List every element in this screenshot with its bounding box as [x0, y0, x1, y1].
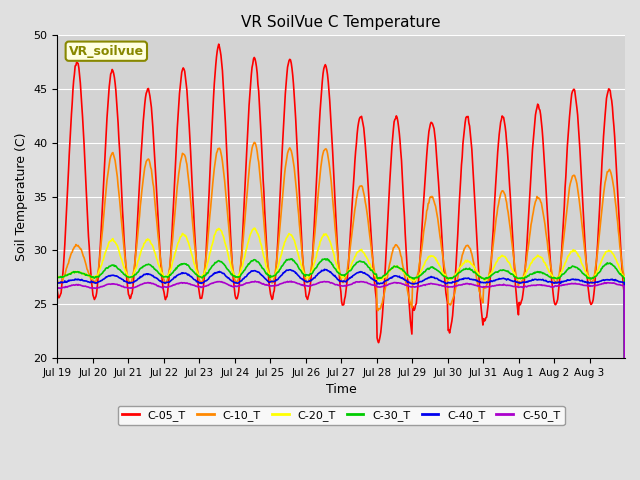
C-40_T: [433, 276, 440, 281]
C-10_T: [401, 271, 408, 277]
C-05_T: [275, 222, 282, 228]
Line: C-20_T: C-20_T: [58, 228, 625, 480]
C-05_T: [433, 150, 440, 156]
C-20_T: [253, 230, 261, 236]
C-50_T: [120, 284, 128, 290]
C-20_T: [120, 264, 128, 270]
C-05_T: [215, 41, 223, 47]
Legend: C-05_T, C-10_T, C-20_T, C-30_T, C-40_T, C-50_T: C-05_T, C-10_T, C-20_T, C-30_T, C-40_T, …: [118, 406, 564, 425]
C-30_T: [401, 269, 408, 275]
X-axis label: Time: Time: [326, 383, 356, 396]
C-05_T: [54, 288, 61, 294]
C-40_T: [253, 269, 260, 275]
C-10_T: [433, 207, 440, 213]
C-10_T: [120, 246, 128, 252]
C-05_T: [253, 71, 261, 76]
C-30_T: [274, 269, 282, 275]
Text: VR_soilvue: VR_soilvue: [68, 45, 144, 58]
C-05_T: [120, 235, 128, 241]
Line: C-40_T: C-40_T: [58, 269, 625, 480]
C-40_T: [401, 277, 408, 283]
C-20_T: [433, 258, 440, 264]
C-50_T: [433, 281, 440, 287]
C-20_T: [225, 253, 232, 259]
C-10_T: [225, 221, 232, 227]
C-10_T: [253, 149, 261, 155]
C-30_T: [54, 274, 61, 280]
C-50_T: [54, 285, 61, 290]
C-10_T: [275, 239, 282, 244]
C-40_T: [225, 275, 232, 281]
C-30_T: [225, 267, 232, 273]
C-10_T: [54, 278, 61, 284]
C-20_T: [250, 225, 258, 231]
C-05_T: [225, 201, 233, 207]
Line: C-50_T: C-50_T: [58, 281, 625, 480]
C-05_T: [401, 214, 408, 220]
C-30_T: [253, 259, 260, 264]
Line: C-05_T: C-05_T: [58, 44, 625, 480]
Title: VR SoilVue C Temperature: VR SoilVue C Temperature: [241, 15, 441, 30]
C-40_T: [120, 278, 128, 284]
C-40_T: [321, 266, 328, 272]
C-50_T: [225, 282, 232, 288]
C-20_T: [275, 262, 282, 267]
C-30_T: [120, 272, 128, 277]
C-50_T: [274, 282, 282, 288]
C-30_T: [288, 256, 296, 262]
C-40_T: [274, 276, 282, 282]
Line: C-10_T: C-10_T: [58, 143, 625, 480]
Y-axis label: Soil Temperature (C): Soil Temperature (C): [15, 132, 28, 261]
C-50_T: [401, 282, 408, 288]
C-10_T: [250, 140, 258, 145]
C-20_T: [401, 270, 408, 276]
C-30_T: [433, 267, 440, 273]
C-50_T: [287, 278, 295, 284]
C-50_T: [253, 279, 260, 285]
C-40_T: [54, 280, 61, 286]
Line: C-30_T: C-30_T: [58, 259, 625, 480]
C-20_T: [54, 275, 61, 281]
